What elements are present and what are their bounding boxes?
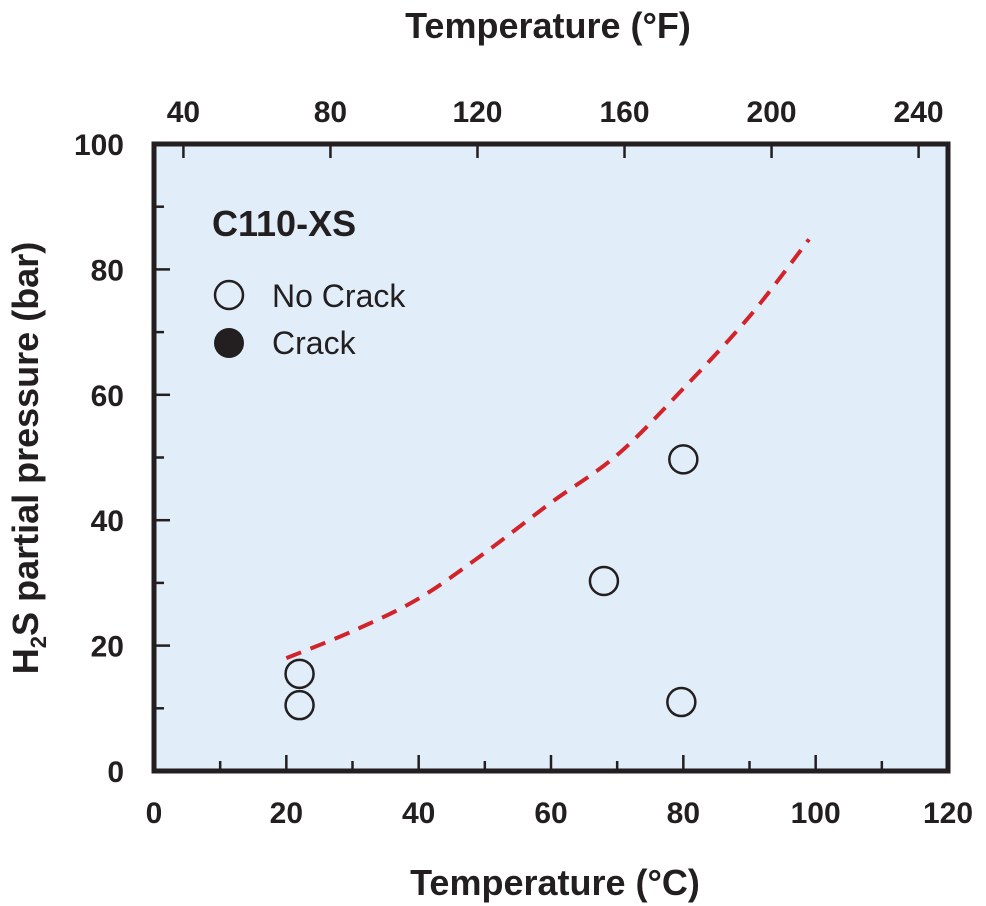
y-axis-title-rest: S partial pressure (bar) [5,242,46,636]
y-tick-label: 20 [91,631,124,664]
tick-marks [152,142,950,773]
x2-axis-title: Temperature (°F) [405,5,691,46]
threshold-curve [285,238,811,660]
x-tick-label: 20 [270,797,303,830]
threshold-curve-layer [285,238,811,660]
x2-tick-label: 160 [599,96,649,129]
data-point-no-crack [666,686,697,718]
x2-tick-label: 120 [452,96,502,129]
y-axis-title-prefix: H [5,648,46,674]
legend-marker-no-crack [213,279,245,311]
data-point-no-crack [284,689,315,721]
legend-label-no-crack: No Crack [272,278,406,314]
legend-marker-crack [214,328,244,358]
x2-tick-label: 200 [747,96,797,129]
legend-label-crack: Crack [272,325,357,361]
x-tick-label: 40 [402,797,435,830]
x-tick-label: 120 [923,797,973,830]
x-tick-label: 100 [791,797,841,830]
y-tick-label: 40 [91,505,124,538]
x-tick-label: 80 [667,797,700,830]
x-tick-label: 0 [146,797,163,830]
panel-label: C110-XS [212,203,356,244]
x2-tick-label: 40 [167,96,200,129]
x2-tick-label: 80 [314,96,347,129]
y-tick-label: 0 [107,756,124,789]
y-tick-label: 60 [91,380,124,413]
y-axis-title: H2S partial pressure (bar) [5,242,51,674]
data-point-no-crack [588,565,620,597]
data-points-layer [284,444,699,721]
y-tick-label: 80 [91,254,124,287]
tick-labels-layer: 0 20 40 60 80 100 120 0 20 40 60 80 100 40 80 120 160 200… [74,96,973,830]
x2-tick-label: 240 [894,96,944,129]
x-tick-label: 60 [534,797,567,830]
y-tick-label: 100 [74,129,124,162]
x-axis-title: Temperature (°C) [410,862,700,903]
data-point-no-crack [284,658,315,690]
y-axis-title-subscript: 2 [26,636,51,648]
data-point-no-crack [668,444,699,475]
